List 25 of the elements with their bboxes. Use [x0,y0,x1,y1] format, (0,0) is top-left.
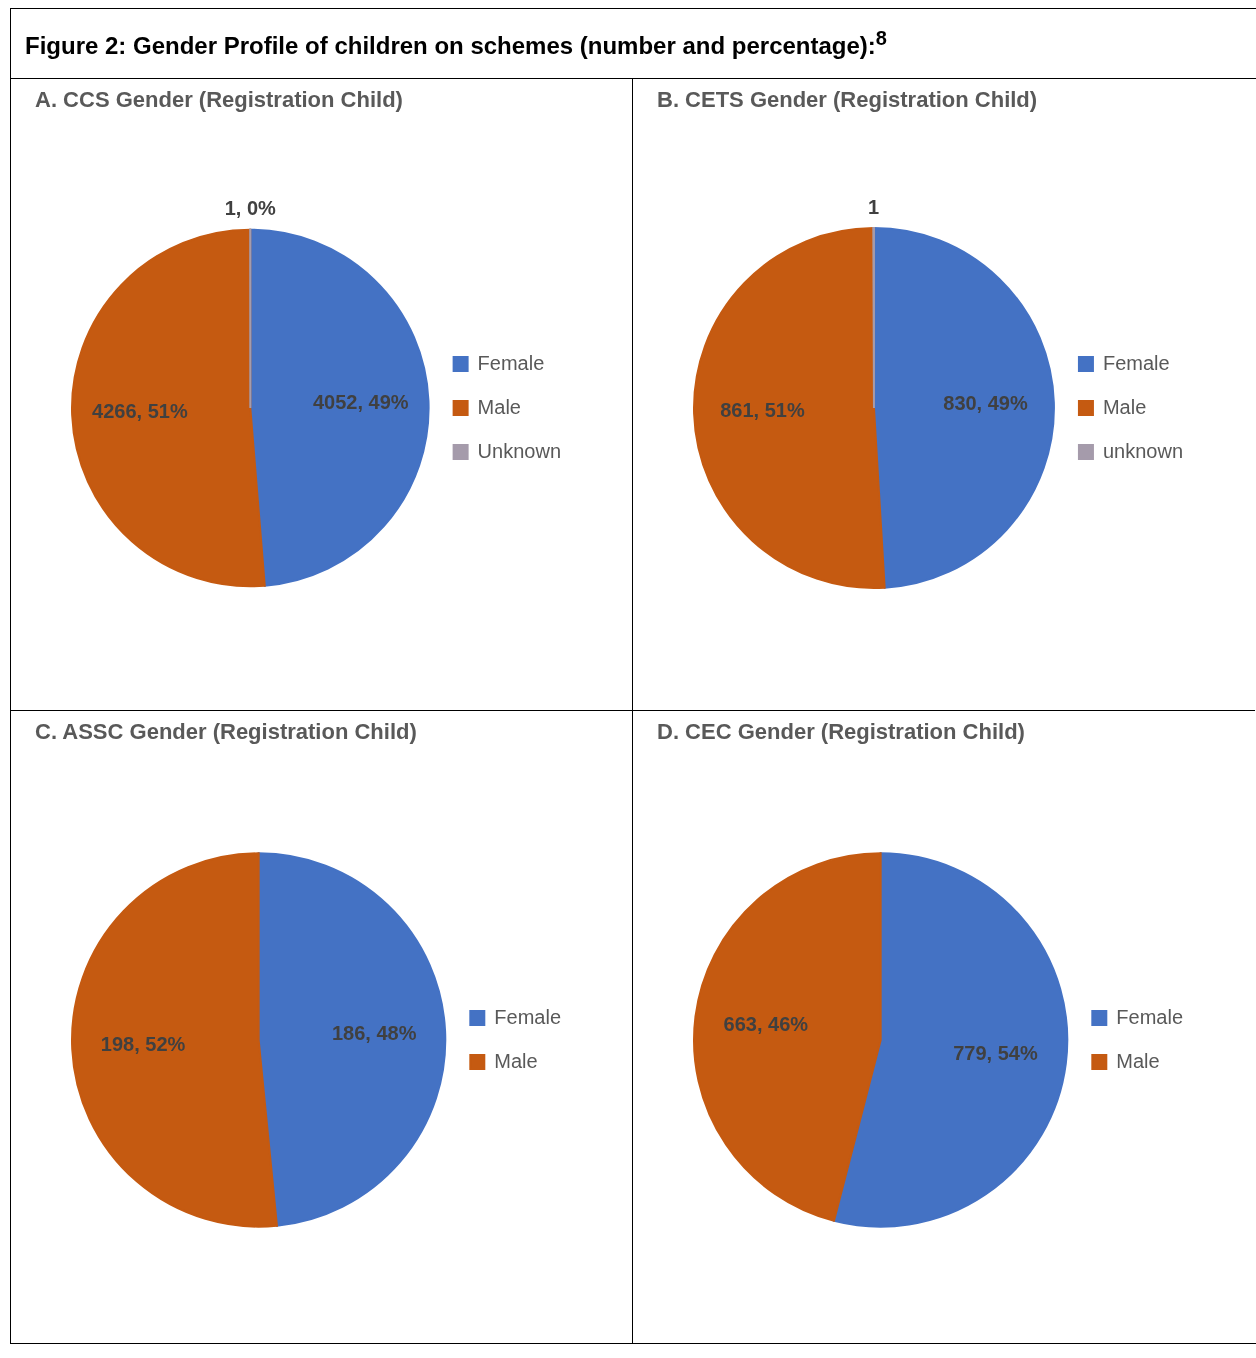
data-label: 779, 54% [953,1042,1038,1065]
chart-title: B. CETS Gender (Registration Child) [656,86,1039,113]
chart-title: A. CCS Gender (Registration Child) [34,86,404,113]
data-label: 4266, 51% [92,400,188,423]
data-label: 1, 0% [224,197,277,220]
legend-label: Male [1116,1049,1160,1072]
legend-label: Male [494,1049,538,1072]
data-label: 663, 46% [723,1012,809,1035]
data-label: 1 [868,195,880,218]
caption: Figure 2: Gender Profile of children on schemes (number and percentage):$^{8}$ [11,9,1256,79]
legend-label: Female [1116,1005,1184,1028]
legend-label: Male [1102,395,1147,418]
legend-label: Female [477,351,545,374]
chart-title: C. ASSC Gender (Registration Child) [34,718,418,745]
legend-label: Female [1102,351,1170,374]
legend-label: Unknown [477,439,562,462]
chart-title: D. CEC Gender (Registration Child) [656,718,1026,745]
data-label: 830, 49% [943,392,1028,415]
data-label: 861, 51% [720,399,805,422]
data-label: 4052, 49% [312,391,409,414]
legend-label: Male [477,395,521,418]
data-label: 186, 48% [331,1021,417,1044]
legend-label: Female [494,1005,562,1028]
data-label: 198, 52% [100,1033,186,1056]
legend-label: unknown [1102,439,1183,462]
